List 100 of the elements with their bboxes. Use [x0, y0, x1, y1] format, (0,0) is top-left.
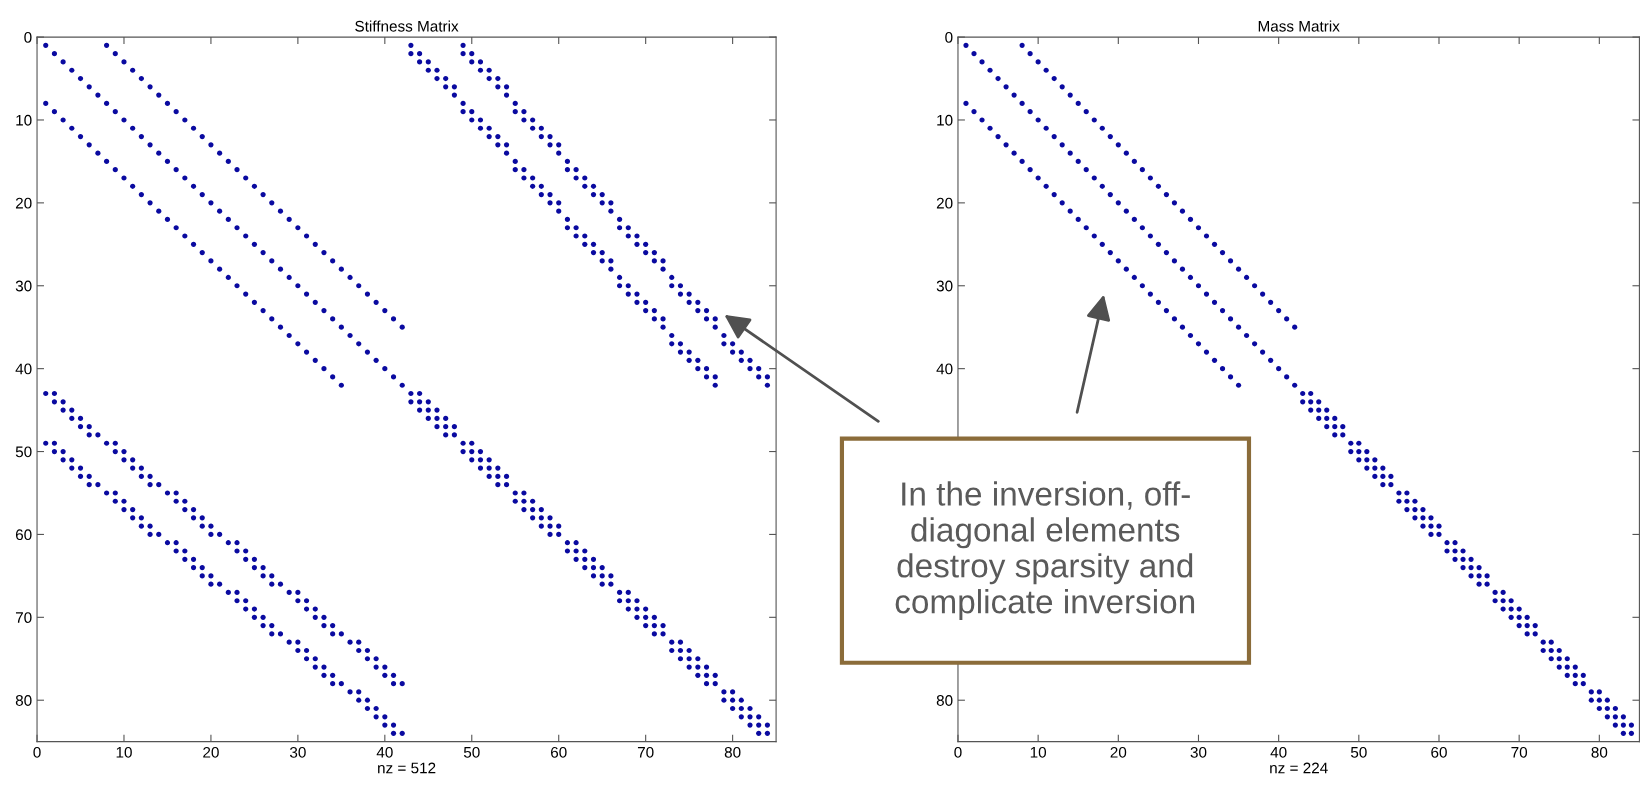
- point: [1131, 274, 1137, 281]
- point: [590, 183, 597, 189]
- point: [695, 299, 701, 305]
- point: [347, 689, 353, 695]
- point: [199, 191, 205, 198]
- point: [130, 125, 136, 131]
- point: [730, 349, 736, 355]
- point: [1460, 564, 1466, 571]
- point: [443, 432, 449, 438]
- point: [208, 531, 214, 538]
- point: [1516, 623, 1522, 629]
- point: [695, 357, 701, 363]
- point: [321, 623, 327, 629]
- point: [616, 274, 623, 281]
- point: [495, 75, 501, 82]
- point: [979, 59, 985, 65]
- point: [530, 125, 536, 131]
- point: [599, 258, 605, 264]
- point: [1155, 299, 1161, 305]
- point: [364, 697, 371, 703]
- point: [987, 125, 993, 131]
- point: [51, 448, 58, 455]
- point: [1268, 299, 1274, 305]
- point: [164, 490, 171, 496]
- point: [208, 573, 214, 579]
- point: [156, 92, 162, 98]
- point: [582, 183, 588, 189]
- point: [312, 299, 318, 305]
- point: [164, 158, 171, 165]
- point: [225, 589, 231, 596]
- point: [503, 142, 510, 148]
- point: [86, 142, 92, 148]
- point: [582, 548, 588, 554]
- point: [295, 283, 301, 289]
- point: [625, 225, 631, 231]
- point: [1195, 341, 1202, 347]
- point: [1524, 631, 1530, 637]
- point: [1484, 573, 1490, 579]
- y-tick-label: 10: [16, 114, 32, 126]
- point: [721, 697, 727, 703]
- point: [260, 623, 266, 629]
- point: [321, 366, 327, 372]
- point: [1091, 117, 1097, 123]
- point: [738, 357, 744, 363]
- point: [521, 117, 527, 123]
- point: [43, 42, 49, 48]
- point: [1252, 341, 1258, 347]
- point: [1380, 465, 1386, 471]
- point: [390, 672, 397, 678]
- point: [616, 589, 623, 596]
- point: [1171, 258, 1178, 264]
- point: [512, 498, 518, 504]
- point: [243, 598, 249, 604]
- point: [1604, 705, 1610, 712]
- point: [1356, 448, 1362, 455]
- point: [1476, 564, 1482, 571]
- point: [660, 324, 666, 330]
- point: [399, 681, 405, 687]
- point: [1428, 515, 1434, 521]
- point: [599, 200, 605, 206]
- point: [1372, 457, 1378, 463]
- point: [590, 191, 597, 198]
- point: [669, 647, 675, 654]
- point: [1604, 697, 1610, 703]
- point: [103, 42, 110, 48]
- point: [243, 291, 249, 297]
- x-tick-label: 70: [637, 746, 654, 758]
- point: [303, 606, 310, 612]
- point: [747, 705, 753, 712]
- point: [1420, 523, 1426, 529]
- annotation: In the inversion, off- diagonal elements destroy sparsity and complicate inversion: [895, 481, 1195, 621]
- point: [408, 390, 414, 397]
- point: [1179, 266, 1186, 272]
- point: [573, 556, 579, 562]
- point: [677, 291, 684, 297]
- point: [260, 614, 266, 620]
- point: [156, 531, 162, 538]
- point: [121, 498, 127, 504]
- point: [1572, 672, 1578, 678]
- point: [190, 564, 197, 571]
- point: [303, 598, 310, 604]
- point: [643, 614, 649, 620]
- point: [269, 258, 275, 264]
- point: [669, 274, 675, 281]
- point: [1219, 366, 1226, 372]
- point: [1203, 291, 1210, 297]
- point: [756, 722, 762, 728]
- point: [608, 573, 614, 579]
- point: [1556, 647, 1562, 654]
- point: [677, 341, 684, 347]
- point: [695, 672, 701, 678]
- point: [217, 531, 223, 538]
- point: [51, 109, 58, 115]
- point: [338, 324, 344, 330]
- point: [634, 598, 640, 604]
- point: [677, 639, 684, 645]
- point: [1003, 84, 1009, 90]
- x-axis-title: nz = 512: [378, 762, 436, 774]
- point: [173, 548, 179, 554]
- point: [1612, 722, 1618, 728]
